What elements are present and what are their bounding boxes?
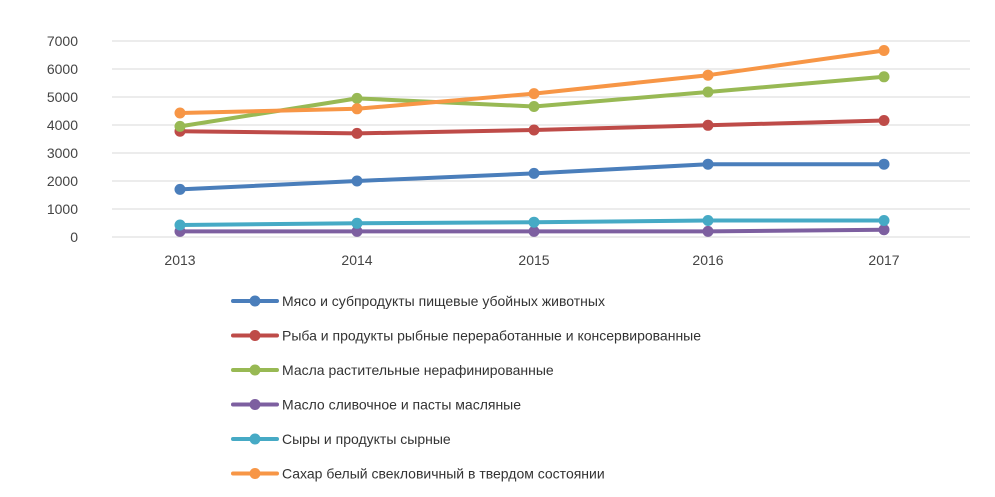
legend-item: Масло сливочное и пасты масляные bbox=[231, 397, 521, 413]
legend-marker bbox=[249, 295, 261, 307]
data-point bbox=[528, 88, 540, 100]
legend-label: Сыры и продукты сырные bbox=[282, 431, 451, 447]
series-lines bbox=[174, 45, 890, 237]
data-point bbox=[528, 101, 540, 112]
data-point bbox=[351, 225, 363, 237]
legend-item: Сахар белый свекловичный в твердом состо… bbox=[231, 466, 605, 482]
data-point bbox=[351, 127, 363, 139]
legend-label: Мясо и субпродукты пищевые убойных живот… bbox=[282, 293, 605, 309]
data-point bbox=[528, 167, 540, 179]
x-tick-label: 2017 bbox=[868, 252, 899, 268]
legend-label: Масло сливочное и пасты масляные bbox=[282, 397, 521, 413]
legend-item: Масла растительные нерафинированные bbox=[231, 362, 554, 378]
legend: Мясо и субпродукты пищевые убойных живот… bbox=[231, 293, 701, 482]
y-tick-label: 6000 bbox=[47, 61, 78, 77]
data-point bbox=[528, 124, 540, 136]
y-tick-label: 1000 bbox=[47, 201, 78, 217]
data-point bbox=[351, 103, 363, 115]
x-tick-label: 2015 bbox=[518, 252, 549, 268]
series-5 bbox=[174, 215, 890, 231]
x-tick-label: 2014 bbox=[341, 252, 372, 268]
data-point bbox=[702, 119, 714, 131]
data-point bbox=[528, 216, 540, 228]
data-point bbox=[702, 158, 714, 170]
legend-label: Масла растительные нерафинированные bbox=[282, 362, 554, 378]
data-point bbox=[174, 219, 186, 231]
legend-label: Сахар белый свекловичный в твердом состо… bbox=[282, 466, 605, 482]
legend-marker bbox=[249, 364, 261, 376]
y-tick-label: 7000 bbox=[47, 33, 78, 49]
y-axis-ticks: 0 1000 2000 3000 4000 5000 6000 7000 bbox=[47, 33, 78, 245]
y-tick-label: 5000 bbox=[47, 89, 78, 105]
series-2 bbox=[174, 115, 890, 139]
data-point bbox=[878, 158, 890, 170]
legend-marker bbox=[249, 399, 261, 410]
data-point bbox=[702, 69, 714, 81]
series-3 bbox=[174, 71, 890, 132]
legend-item: Рыба и продукты рыбные переработанные и … bbox=[231, 328, 701, 344]
series-1 bbox=[174, 158, 890, 195]
legend-item: Мясо и субпродукты пищевые убойных живот… bbox=[231, 293, 605, 309]
y-tick-label: 2000 bbox=[47, 173, 78, 189]
legend-marker bbox=[249, 433, 261, 445]
series-6 bbox=[174, 45, 890, 119]
grid-lines bbox=[112, 40, 970, 238]
data-point bbox=[174, 120, 186, 132]
x-tick-label: 2016 bbox=[692, 252, 723, 268]
data-point bbox=[351, 92, 363, 104]
y-tick-label: 4000 bbox=[47, 117, 78, 133]
y-tick-label: 0 bbox=[70, 229, 78, 245]
data-point bbox=[878, 224, 890, 236]
data-point bbox=[702, 86, 714, 98]
y-tick-label: 3000 bbox=[47, 145, 78, 161]
data-point bbox=[174, 107, 186, 119]
data-point bbox=[528, 225, 540, 237]
data-point bbox=[878, 215, 890, 226]
data-point bbox=[878, 45, 890, 56]
legend-label: Рыба и продукты рыбные переработанные и … bbox=[282, 328, 701, 344]
legend-marker bbox=[249, 468, 261, 479]
x-axis-ticks: 2013 2014 2015 2016 2017 bbox=[164, 252, 899, 268]
legend-marker bbox=[249, 330, 261, 341]
legend-item: Сыры и продукты сырные bbox=[231, 431, 451, 447]
data-point bbox=[702, 215, 714, 226]
data-point bbox=[878, 71, 890, 83]
data-point bbox=[702, 225, 714, 237]
data-point bbox=[878, 115, 890, 126]
data-point bbox=[351, 175, 363, 187]
data-point bbox=[174, 183, 186, 195]
x-tick-label: 2013 bbox=[164, 252, 195, 268]
data-point bbox=[351, 217, 363, 229]
